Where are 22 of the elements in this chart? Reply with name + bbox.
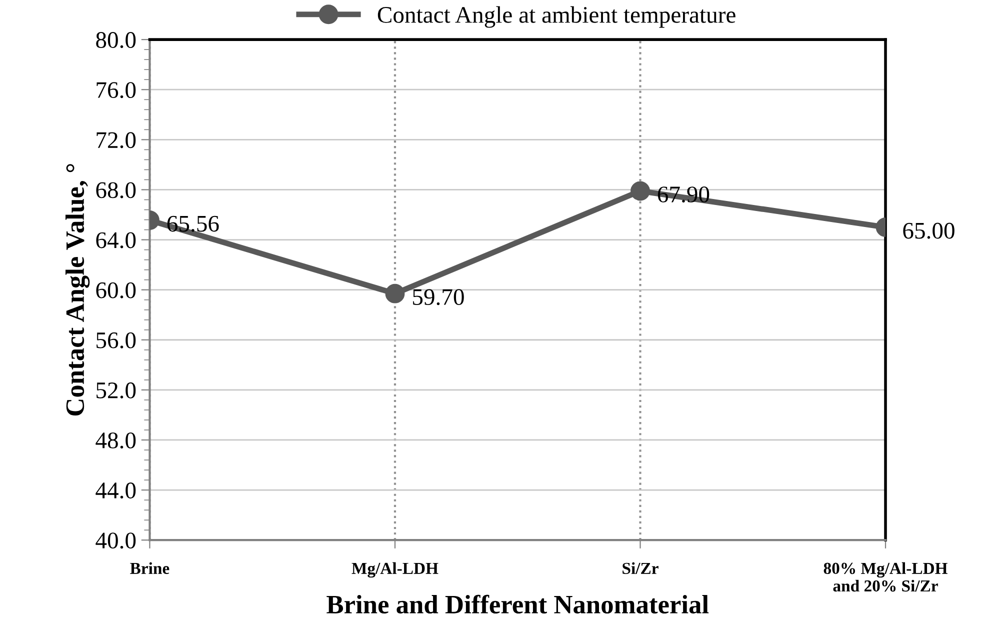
y-tick-label: 80.0 (96, 32, 136, 48)
y-tick-label: 76.0 (96, 82, 136, 98)
data-label: 65.56 (167, 216, 219, 232)
y-tick-label: 60.0 (96, 282, 136, 298)
data-label: 59.70 (413, 289, 464, 306)
x-tick-label: Mg/Al-LDH (352, 562, 438, 578)
legend-label: Contact Angle at ambient temperature (378, 6, 736, 28)
x-tick-label: Brine (130, 562, 170, 574)
y-tick-label: 40.0 (96, 532, 136, 549)
y-axis-title: Contact Angle Value, ° (66, 164, 90, 416)
x-tick-label: 80% Mg/Al-LDH and 20% Si/Zr (824, 562, 948, 592)
y-tick-label: 64.0 (96, 232, 136, 248)
data-label: 67.90 (658, 186, 710, 203)
y-tick-label: 44.0 (96, 482, 136, 499)
y-tick-label: 56.0 (96, 332, 136, 348)
data-label: 65.00 (903, 222, 954, 239)
y-tick-label: 68.0 (96, 182, 136, 198)
x-tick-label: Si/Zr (622, 562, 658, 574)
y-tick-label: 72.0 (96, 132, 136, 148)
y-tick-label: 52.0 (96, 382, 136, 398)
y-tick-label: 48.0 (96, 432, 136, 449)
x-axis-title: Brine and Different Nanomaterial (326, 594, 709, 614)
